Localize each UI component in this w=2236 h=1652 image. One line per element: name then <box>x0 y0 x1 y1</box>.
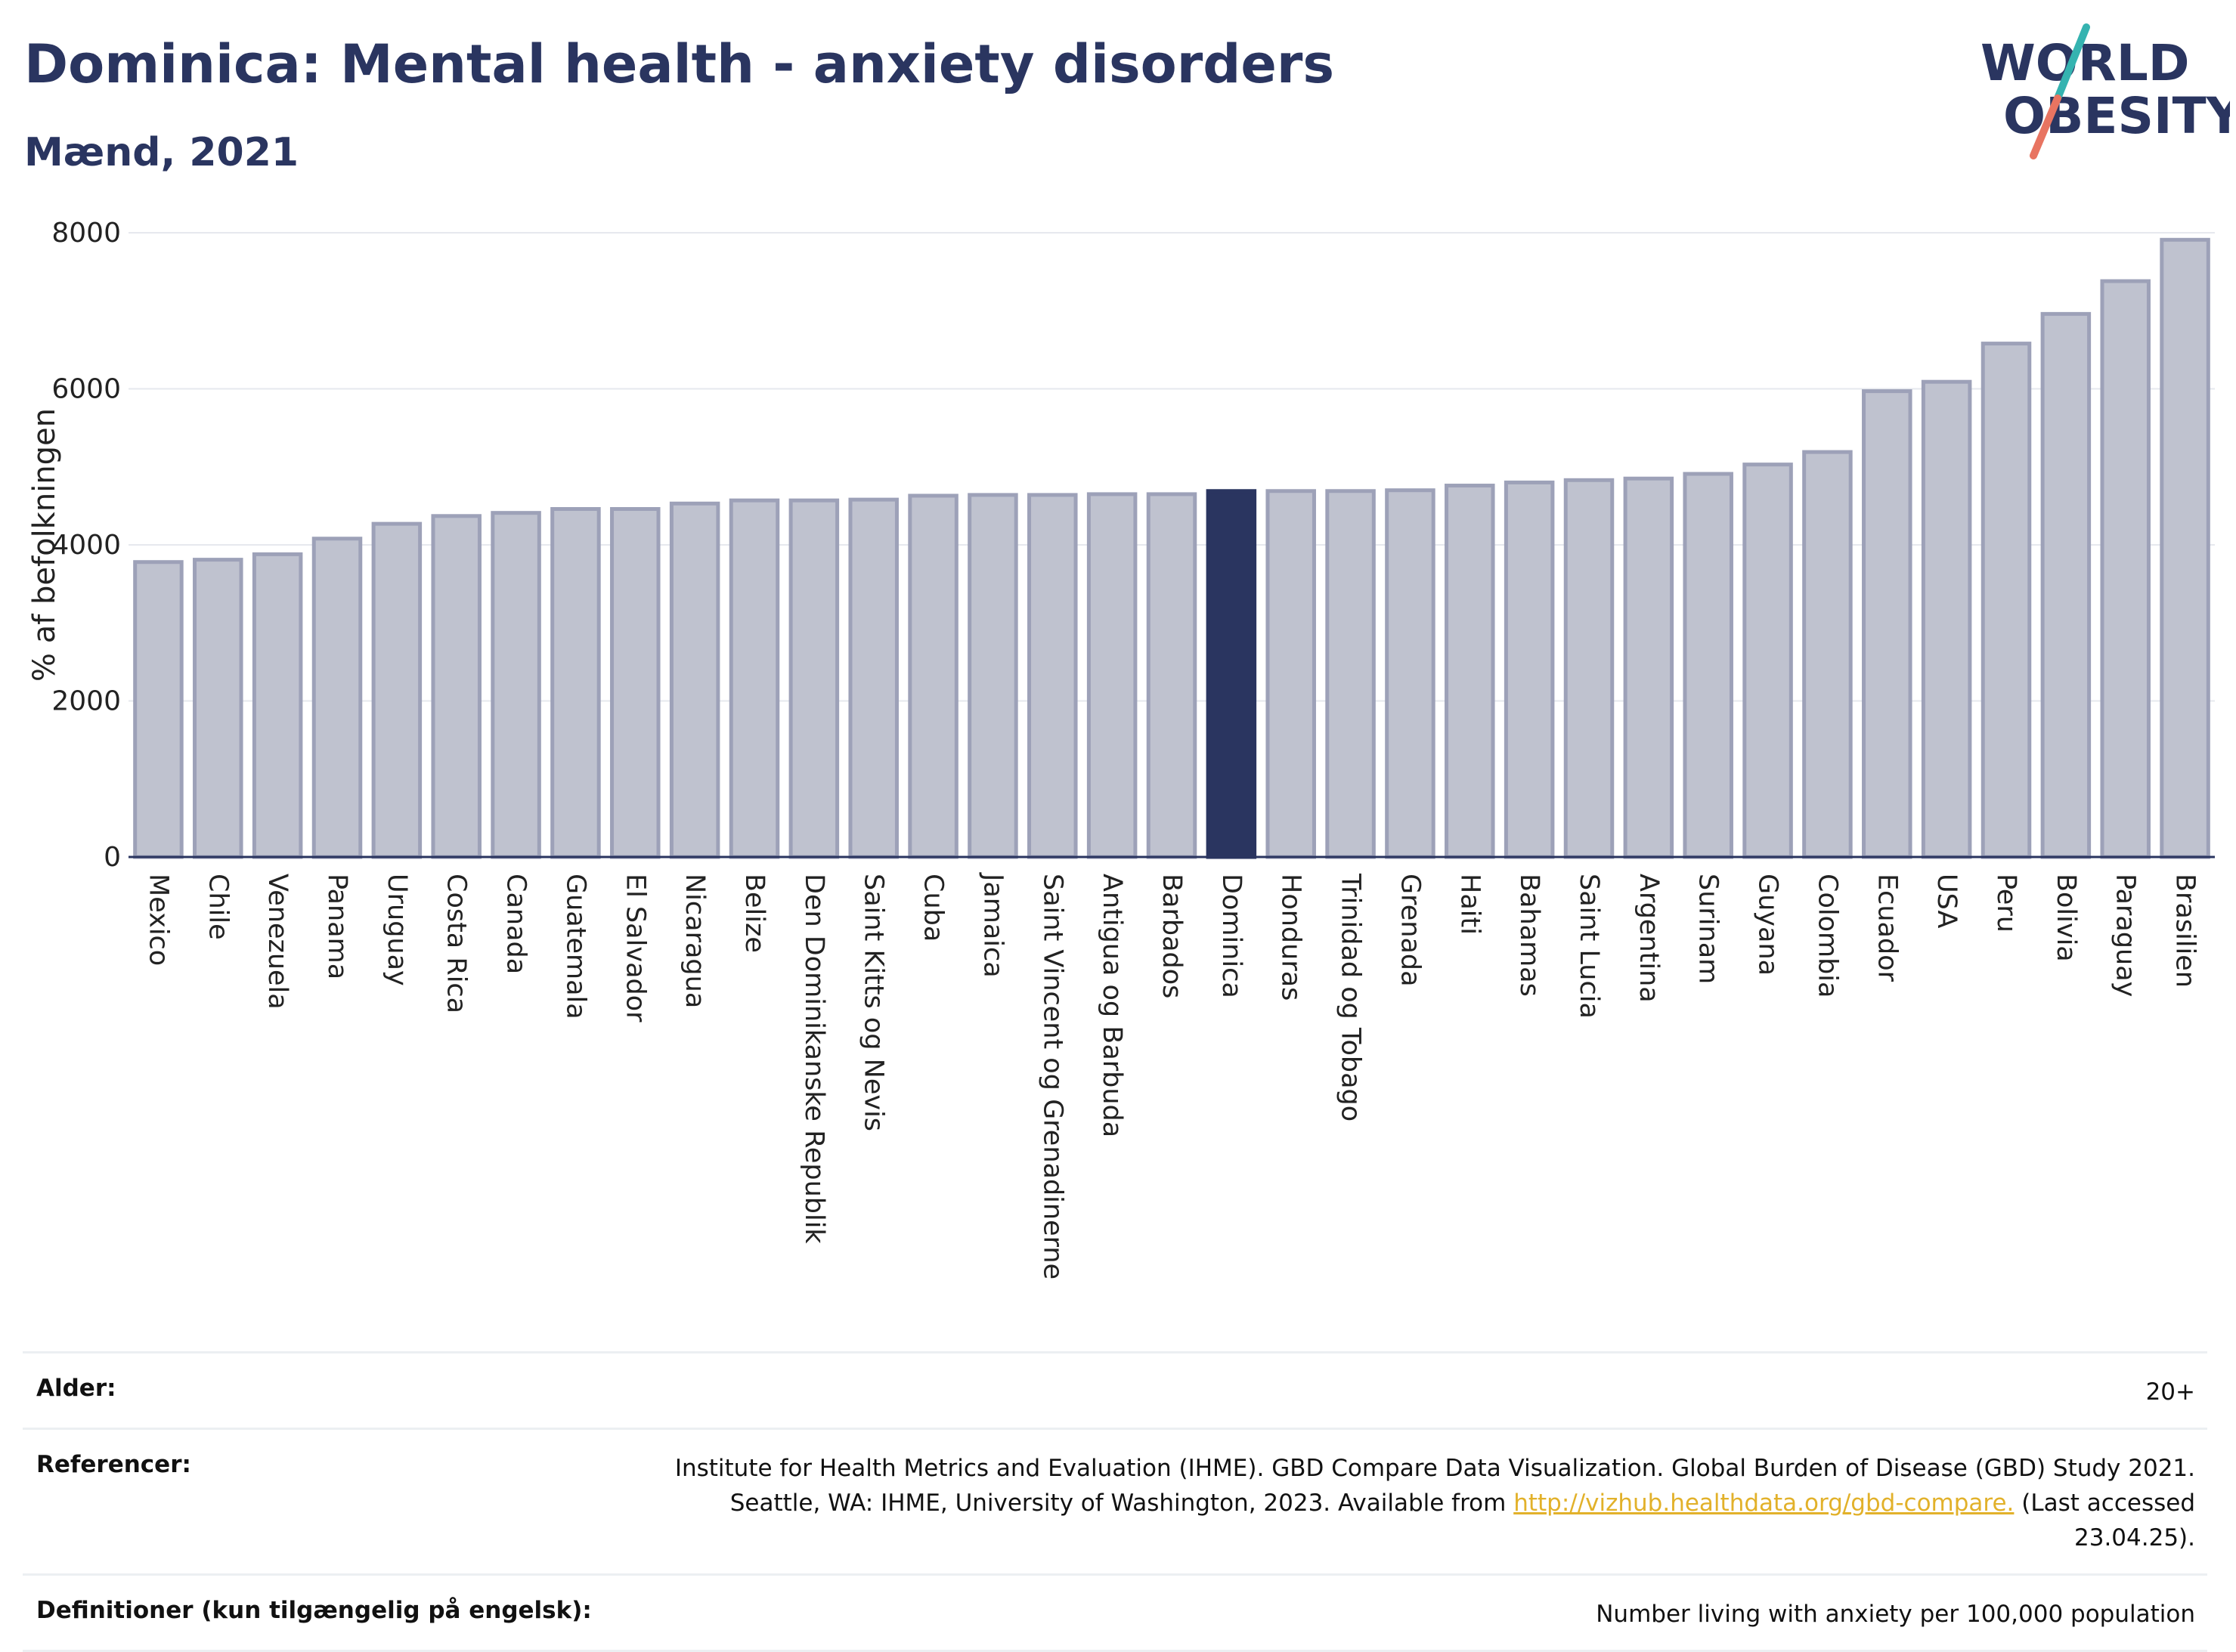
bar-guatemala <box>550 507 601 859</box>
bar-chart: 0 2000 4000 6000 8000 Mexico Chile Venezuela Pan… <box>27 218 2215 1279</box>
x-tick-label: Saint Lucia <box>1574 874 1604 1019</box>
x-tick-label: Uruguay <box>382 874 412 986</box>
x-tick-label: Grenada <box>1395 874 1425 987</box>
references-line2-pre: Seattle, WA: IHME, University of Washing… <box>729 1490 1507 1517</box>
x-tick-label: Cuba <box>918 874 949 942</box>
references-value: Institute for Health Metrics and Evaluat… <box>675 1451 2195 1555</box>
x-tick-label: Ecuador <box>1872 874 1902 982</box>
logo-line1: WORLD <box>1981 34 2190 92</box>
references-label: Referencer: <box>36 1451 191 1478</box>
bar-grenada <box>1385 488 1435 859</box>
bar-panama <box>311 537 363 859</box>
x-tick-label: Dominica <box>1216 874 1247 998</box>
definitions-value: Number living with anxiety per 100,000 p… <box>1596 1601 2195 1628</box>
bar-argentina <box>1623 476 1674 859</box>
x-tick-label: Argentina <box>1634 874 1664 1003</box>
definitions-label: Definitioner (kun tilgængelig på engelsk… <box>36 1597 592 1624</box>
x-tick-label: Nicaragua <box>680 874 710 1008</box>
y-axis-label: % af befolkningen <box>27 408 62 682</box>
bar-dominica <box>1206 489 1257 859</box>
x-tick-label: Trinidad og Tobago <box>1336 873 1366 1121</box>
info-row-age: Alder: 20+ <box>23 1351 2207 1428</box>
x-tick-label: Venezuela <box>262 874 293 1010</box>
references-link[interactable]: http://vizhub.healthdata.org/gbd-compare… <box>1513 1490 2015 1517</box>
x-tick-label: Paraguay <box>2111 874 2141 997</box>
bar-colombia <box>1802 450 1853 859</box>
bar-chile <box>193 558 243 859</box>
x-tick-label: USA <box>1931 874 1962 928</box>
bar-mexico <box>133 560 184 859</box>
age-label: Alder: <box>36 1375 116 1402</box>
y-tick-label: 2000 <box>51 686 121 717</box>
y-tick-label: 4000 <box>51 530 121 561</box>
info-row-definitions: Definitioner (kun tilgængelig på engelsk… <box>23 1573 2207 1652</box>
bar-ecuador <box>1862 389 1912 859</box>
x-tick-label: Haiti <box>1454 874 1485 935</box>
x-tick-label: Honduras <box>1276 874 1306 1001</box>
bar-nicaragua <box>669 501 720 859</box>
bar-paraguay <box>2100 279 2151 859</box>
bar-canada <box>491 511 541 859</box>
bar-haiti <box>1445 484 1495 859</box>
x-tick-label: Guyana <box>1753 874 1783 976</box>
bar-barbados <box>1146 492 1197 859</box>
bar-saint-kitts-og-nevis <box>848 497 899 859</box>
logo-slash-coral <box>2030 94 2061 159</box>
y-tick-label: 8000 <box>51 218 121 249</box>
bar-guyana <box>1742 462 1793 859</box>
x-tick-label: Panama <box>322 874 352 979</box>
page-subtitle: Mænd, 2021 <box>24 130 299 175</box>
page-title: Dominica: Mental health - anxiety disord… <box>24 33 1335 95</box>
bar-trinidad-og-tobago <box>1325 489 1376 859</box>
bar-brasilien <box>2160 237 2210 859</box>
bar-cuba <box>908 493 959 859</box>
x-tick-label: Mexico <box>143 874 173 966</box>
bar-den-dominikanske-republik <box>788 498 840 859</box>
x-tick-label: Jamaica <box>977 872 1008 978</box>
x-tick-label: Guatemala <box>560 874 590 1019</box>
bar-usa <box>1921 379 1972 859</box>
info-table: Alder: 20+ Referencer: Institute for Hea… <box>23 1351 2207 1652</box>
x-tick-label: Belize <box>739 874 770 953</box>
bar-bolivia <box>2040 311 2092 859</box>
x-tick-label: Bahamas <box>1514 874 1544 997</box>
x-tick-label: Peru <box>1991 874 2021 933</box>
bar-honduras <box>1265 489 1316 859</box>
bar-saint-vincent-og-grenadinerne <box>1027 493 1078 859</box>
y-tick-label: 0 <box>104 842 121 873</box>
x-tick-label: El Salvador <box>620 874 650 1022</box>
x-tick-label: Canada <box>501 874 531 974</box>
y-tick-label: 6000 <box>51 374 121 405</box>
x-tick-label: Bolivia <box>2051 874 2081 962</box>
references-line2-post: (Last accessed <box>2021 1490 2195 1517</box>
x-tick-label: Brasilien <box>2170 874 2200 988</box>
x-tick-label: Antigua og Barbuda <box>1097 874 1127 1137</box>
references-line1: Institute for Health Metrics and Evaluat… <box>674 1455 2195 1482</box>
bar-belize <box>729 498 780 859</box>
x-tick-label: Saint Vincent og Grenadinerne <box>1037 874 1067 1279</box>
logo-slash-teal <box>2054 23 2090 102</box>
info-row-references: Referencer: Institute for Health Metrics… <box>23 1428 2207 1573</box>
bar-surinam <box>1683 472 1733 859</box>
bar-jamaica <box>968 493 1018 859</box>
x-tick-label: Costa Rica <box>441 874 472 1013</box>
bar-uruguay <box>371 521 423 859</box>
bar-venezuela <box>252 552 303 859</box>
bar-peru <box>1981 342 2032 859</box>
x-tick-label: Surinam <box>1693 874 1723 984</box>
x-tick-label: Colombia <box>1812 874 1842 998</box>
bar-costa-rica <box>431 514 482 859</box>
x-tick-label: Barbados <box>1157 874 1187 998</box>
bar-el-salvador <box>610 507 661 859</box>
references-line3: 23.04.25). <box>2074 1524 2195 1551</box>
world-obesity-logo: WORLD OBESITY <box>1981 23 2230 159</box>
bar-antigua-og-barbuda <box>1086 492 1138 859</box>
bar-bahamas <box>1504 480 1555 859</box>
x-tick-label: Den Dominikanske Republik <box>799 874 829 1244</box>
x-tick-label: Saint Kitts og Nevis <box>859 874 889 1131</box>
bar-saint-lucia <box>1563 478 1615 859</box>
age-value: 20+ <box>2145 1378 2195 1406</box>
x-tick-label: Chile <box>203 874 233 940</box>
